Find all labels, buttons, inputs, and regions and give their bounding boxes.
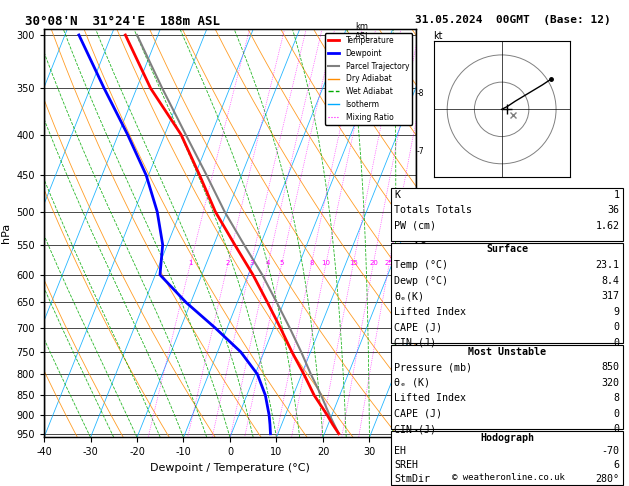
Text: CIN (J): CIN (J) — [394, 338, 437, 348]
Text: -4: -4 — [417, 287, 425, 296]
Text: 4: 4 — [266, 260, 270, 266]
Text: -5: -5 — [417, 246, 425, 256]
Text: 36: 36 — [608, 205, 620, 215]
Text: Lifted Index: Lifted Index — [394, 307, 466, 317]
Text: 1.62: 1.62 — [596, 221, 620, 231]
Legend: Temperature, Dewpoint, Parcel Trajectory, Dry Adiabat, Wet Adiabat, Isotherm, Mi: Temperature, Dewpoint, Parcel Trajectory… — [325, 33, 412, 125]
Text: -2: -2 — [417, 374, 425, 383]
Text: 1: 1 — [188, 260, 192, 266]
Text: PW (cm): PW (cm) — [394, 221, 437, 231]
Text: 1: 1 — [613, 190, 620, 200]
Text: kt: kt — [433, 31, 443, 40]
Text: Dewp (°C): Dewp (°C) — [394, 276, 448, 286]
Text: CIN (J): CIN (J) — [394, 424, 437, 434]
Text: Most Unstable: Most Unstable — [468, 347, 546, 357]
Text: 8.4: 8.4 — [601, 276, 620, 286]
Text: -70: -70 — [601, 446, 620, 456]
Text: K: K — [394, 190, 401, 200]
Text: Hodograph: Hodograph — [480, 433, 534, 443]
Text: θₑ(K): θₑ(K) — [394, 291, 425, 301]
Text: 8: 8 — [309, 260, 314, 266]
Text: 0: 0 — [613, 338, 620, 348]
Text: Lifted Index: Lifted Index — [394, 393, 466, 403]
Text: 320: 320 — [601, 378, 620, 388]
Text: 0: 0 — [613, 424, 620, 434]
Text: Totals Totals: Totals Totals — [394, 205, 472, 215]
Text: 30°08'N  31°24'E  188m ASL: 30°08'N 31°24'E 188m ASL — [25, 15, 220, 28]
Text: 6: 6 — [613, 460, 620, 470]
Text: θₑ (K): θₑ (K) — [394, 378, 430, 388]
Text: Temp (°C): Temp (°C) — [394, 260, 448, 270]
Text: -1: -1 — [417, 411, 425, 419]
Text: StmDir: StmDir — [394, 473, 430, 484]
Text: LCL: LCL — [417, 379, 431, 387]
Text: -7: -7 — [417, 147, 425, 156]
Text: SREH: SREH — [394, 460, 418, 470]
Text: 20: 20 — [369, 260, 378, 266]
Text: -3: -3 — [417, 333, 425, 342]
Text: Pressure (mb): Pressure (mb) — [394, 362, 472, 372]
Text: 280°: 280° — [596, 473, 620, 484]
Text: 5: 5 — [280, 260, 284, 266]
Text: CAPE (J): CAPE (J) — [394, 322, 442, 332]
Text: 317: 317 — [601, 291, 620, 301]
Text: 25: 25 — [385, 260, 394, 266]
Text: -8: -8 — [417, 89, 425, 98]
Text: km
ASL: km ASL — [355, 22, 371, 41]
Text: 3: 3 — [249, 260, 253, 266]
Text: CAPE (J): CAPE (J) — [394, 409, 442, 419]
Text: Surface: Surface — [486, 244, 528, 255]
Text: © weatheronline.co.uk: © weatheronline.co.uk — [452, 473, 565, 482]
Text: 2: 2 — [226, 260, 230, 266]
Y-axis label: hPa: hPa — [1, 223, 11, 243]
Y-axis label: Mixing Ratio (g/kg): Mixing Ratio (g/kg) — [418, 191, 427, 276]
Text: 15: 15 — [349, 260, 358, 266]
Text: -6: -6 — [417, 200, 425, 209]
Text: 0: 0 — [613, 409, 620, 419]
X-axis label: Dewpoint / Temperature (°C): Dewpoint / Temperature (°C) — [150, 463, 310, 473]
Text: EH: EH — [394, 446, 406, 456]
Text: 8: 8 — [613, 393, 620, 403]
Text: 9: 9 — [613, 307, 620, 317]
Text: 10: 10 — [321, 260, 331, 266]
Text: 31.05.2024  00GMT  (Base: 12): 31.05.2024 00GMT (Base: 12) — [415, 15, 611, 25]
Text: 850: 850 — [601, 362, 620, 372]
Text: 23.1: 23.1 — [596, 260, 620, 270]
Text: 0: 0 — [613, 322, 620, 332]
